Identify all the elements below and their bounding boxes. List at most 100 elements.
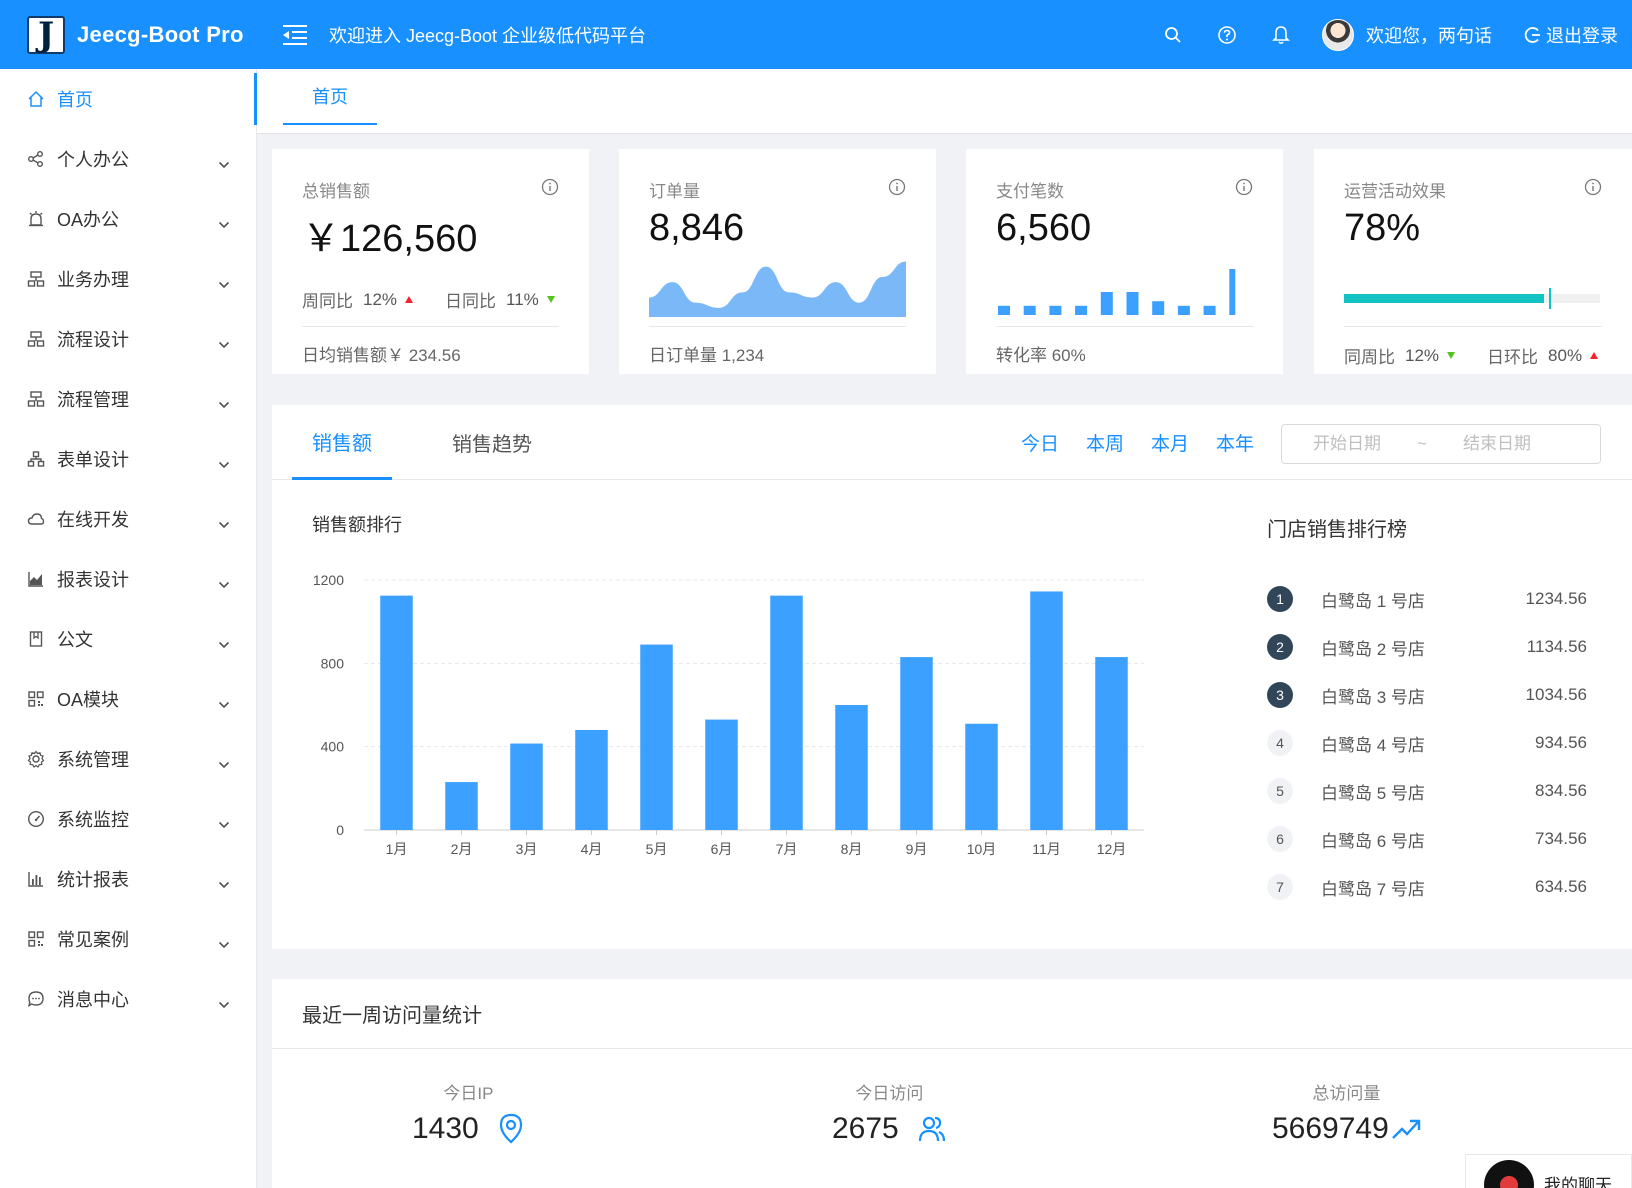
range-today[interactable]: 今日 (1021, 434, 1060, 455)
user-menu[interactable]: 欢迎您，两句话 (1322, 18, 1492, 51)
sidebar-item-14[interactable]: 常见案例 (0, 909, 256, 969)
stat-label: 今日访问 (855, 1084, 924, 1103)
card-title: 运营活动效果 (1344, 182, 1446, 201)
rank-title: 门店销售排行榜 (1267, 519, 1407, 541)
start-date-input[interactable] (1282, 434, 1412, 454)
avatar (1322, 18, 1354, 51)
sidebar-item-8[interactable]: 报表设计 (0, 549, 256, 609)
card-footer: 转化率 60% (996, 346, 1086, 365)
rank-number: 3 (1267, 682, 1293, 708)
top-header: J Jeecg-Boot Pro 欢迎进入 Jeecg-Boot 企业级低代码平… (0, 0, 1632, 69)
logout-button[interactable]: 退出登录 (1524, 22, 1618, 48)
tab-sales[interactable]: 销售额 (292, 405, 392, 480)
sales-bar-chart: 0 400 800 1200 1月 2月 3月 4月 5月 6月 7月 8月 9月 10月 11月 12月 (313, 572, 1144, 857)
orders-mini-area-chart (649, 261, 906, 317)
location-icon (499, 1113, 522, 1144)
stat-label: 总访问量 (1312, 1084, 1381, 1103)
day-compare-value: 11% (506, 289, 539, 309)
chevron-down-icon (218, 153, 230, 174)
info-icon[interactable] (1584, 178, 1602, 201)
progress-fill (1344, 294, 1544, 303)
trend-row: 周同比 12% 日同比 11% (302, 287, 555, 312)
sidebar-item-10[interactable]: OA模块 (0, 669, 256, 729)
team-icon (918, 1116, 945, 1142)
sidebar-item-11[interactable]: 系统管理 (0, 729, 256, 789)
sidebar-item-0[interactable]: 首页 (0, 69, 257, 129)
rank-number: 1 (1267, 586, 1293, 612)
sidebar-item-label: 公文 (57, 630, 93, 650)
tab-sales-trend[interactable]: 销售趋势 (452, 434, 532, 456)
app-name: Jeecg-Boot Pro (77, 21, 244, 47)
rank-store-name: 白鹭岛 4 号店 (1321, 735, 1425, 755)
chevron-down-icon (218, 933, 230, 954)
sidebar-item-3[interactable]: 业务办理 (0, 249, 256, 309)
sidebar-item-6[interactable]: 表单设计 (0, 429, 256, 489)
bar-6月[interactable] (705, 719, 738, 830)
bar-12月[interactable] (1095, 657, 1128, 830)
bar-4月[interactable] (575, 730, 608, 830)
chevron-down-icon (218, 873, 230, 894)
sidebar-item-12[interactable]: 系统监控 (0, 789, 256, 849)
rank-store-name: 白鹭岛 2 号店 (1321, 639, 1425, 659)
sidebar-item-13[interactable]: 统计报表 (0, 849, 256, 909)
sidebar-item-4[interactable]: 流程设计 (0, 309, 256, 369)
bell-icon[interactable] (1254, 0, 1308, 69)
orders-area-shape (649, 261, 906, 317)
stat-label: 今日IP (443, 1084, 494, 1103)
sidebar-item-1[interactable]: 个人办公 (0, 129, 256, 189)
chevron-down-icon (218, 513, 230, 534)
bar-2月[interactable] (445, 782, 478, 830)
info-icon[interactable] (888, 178, 906, 201)
sidebar-item-5[interactable]: 流程管理 (0, 369, 256, 429)
bar-8月[interactable] (835, 705, 868, 830)
rank-item: 3 白鹭岛 3 号店 1034.56 (1267, 671, 1587, 719)
bar-1月[interactable] (380, 595, 413, 830)
sidebar-item-2[interactable]: OA办公 (0, 189, 256, 249)
end-date-input[interactable] (1432, 434, 1562, 454)
x-tick-label: 9月 (906, 841, 928, 857)
setting-icon (27, 750, 45, 768)
bar-9月[interactable] (900, 657, 933, 830)
bar-3月[interactable] (510, 743, 543, 830)
range-month[interactable]: 本月 (1151, 434, 1190, 455)
progress-track (1344, 288, 1600, 309)
info-icon[interactable] (1235, 178, 1253, 201)
trend-row: 同周比 12% 日环比 80% (1344, 343, 1599, 368)
day-compare-label: 日环比 (1487, 348, 1539, 367)
bar-7月[interactable] (770, 595, 803, 830)
rank-item: 2 白鹭岛 2 号店 1134.56 (1267, 623, 1587, 671)
chevron-down-icon (218, 453, 230, 474)
payments-mini-bar-chart (998, 269, 1236, 315)
search-icon[interactable] (1146, 0, 1200, 69)
range-year[interactable]: 本年 (1216, 434, 1255, 455)
logo[interactable]: J Jeecg-Boot Pro (0, 0, 257, 69)
chevron-down-icon (218, 633, 230, 654)
sidebar-item-9[interactable]: 公文 (0, 609, 256, 669)
x-tick-label: 2月 (451, 841, 473, 857)
sidebar-item-label: 报表设计 (57, 570, 129, 590)
sidebar-item-15[interactable]: 消息中心 (0, 969, 256, 1029)
tab-home[interactable]: 首页 (283, 69, 377, 125)
payments-bar (1100, 292, 1113, 315)
card-value: 6,560 (996, 207, 1092, 249)
chevron-down-icon (218, 753, 230, 774)
stat-today-visits: 今日访问 2675 (832, 1079, 947, 1146)
sidebar-item-7[interactable]: 在线开发 (0, 489, 256, 549)
rank-number: 5 (1267, 778, 1293, 804)
menu-fold-icon[interactable] (281, 21, 309, 49)
date-range-picker[interactable]: ~ (1281, 424, 1601, 464)
help-icon[interactable] (1200, 0, 1254, 69)
bar-5月[interactable] (640, 644, 673, 830)
payments-bar (1023, 305, 1036, 315)
home-icon (27, 90, 45, 108)
caret-down-icon (1447, 352, 1456, 359)
bar-10月[interactable] (965, 723, 998, 830)
rank-store-name: 白鹭岛 7 号店 (1321, 879, 1425, 899)
card-title: 订单量 (649, 182, 700, 201)
range-week[interactable]: 本周 (1086, 434, 1125, 455)
x-tick-label: 5月 (646, 841, 668, 857)
caret-up-icon (1590, 352, 1599, 359)
chat-widget[interactable]: 我的聊天 (1465, 1154, 1632, 1188)
bar-11月[interactable] (1030, 591, 1063, 830)
info-icon[interactable] (541, 178, 559, 201)
